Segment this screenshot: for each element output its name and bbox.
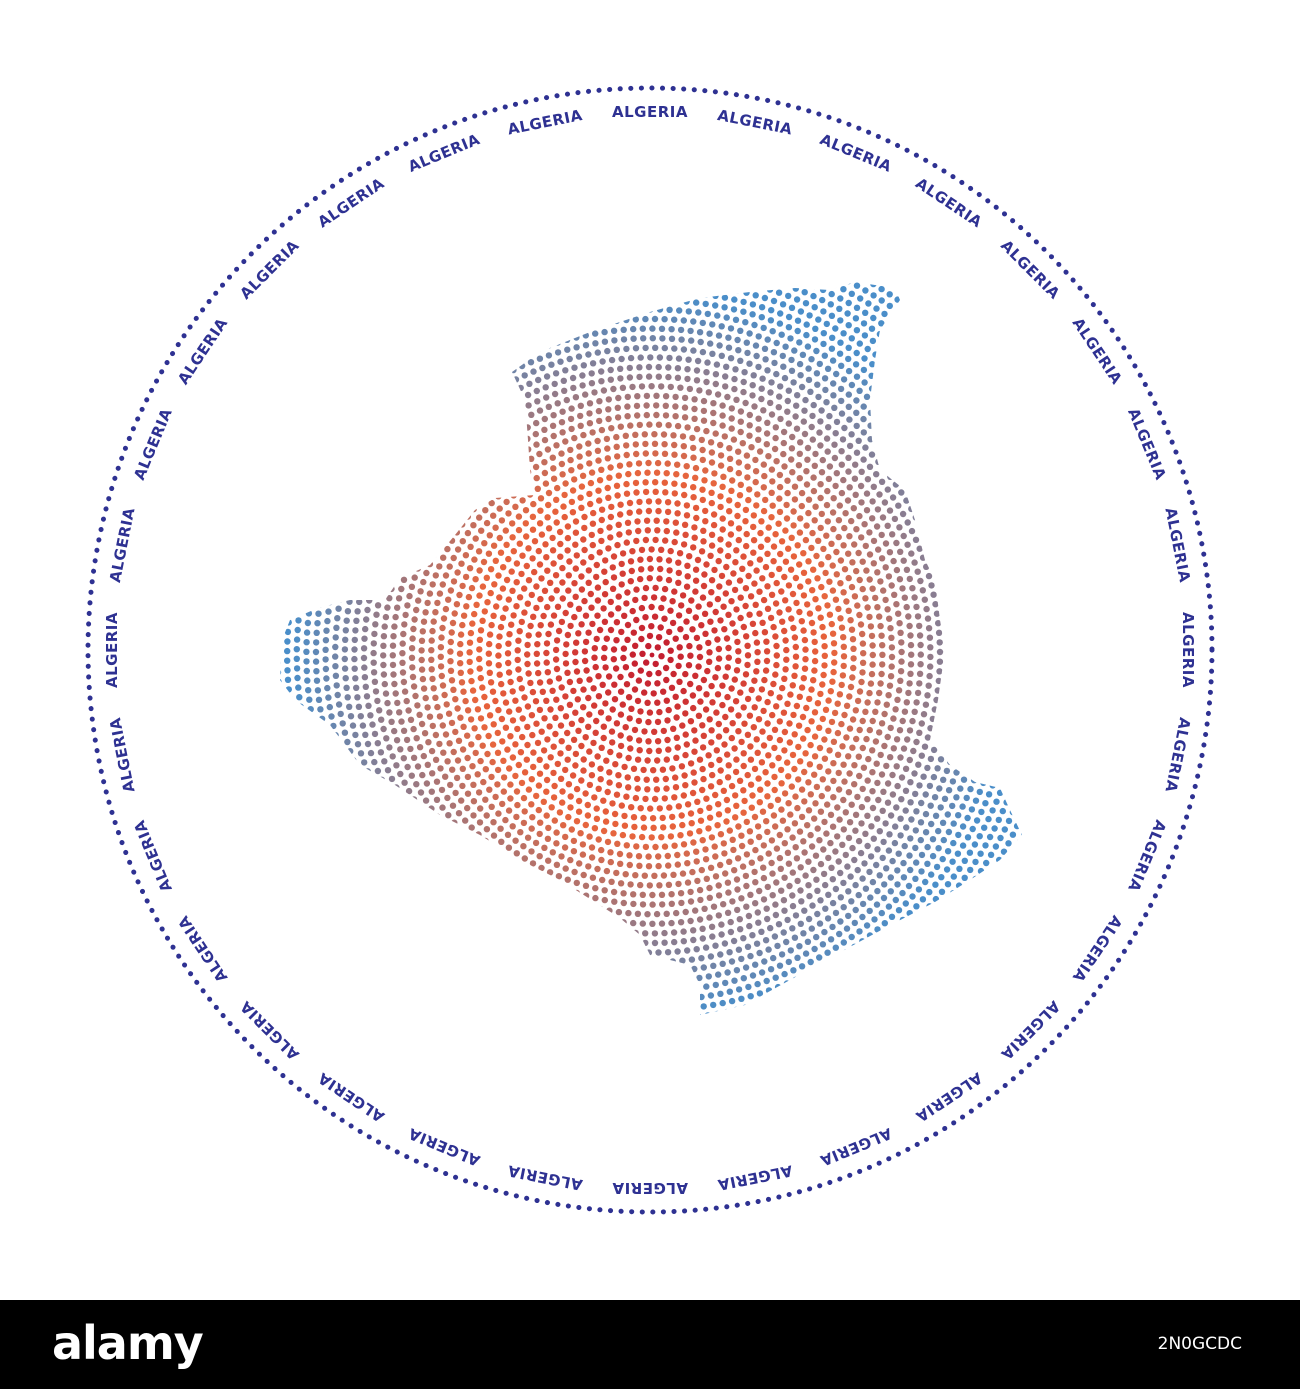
ring-label: ALGERIA: [315, 174, 388, 231]
ring-label: ALGERIA: [106, 716, 138, 794]
ring-label: ALGERIA: [1161, 716, 1193, 794]
ring-label: ALGERIA: [1069, 912, 1126, 985]
ring-label: ALGERIA: [1124, 406, 1170, 483]
brand-logo: alamy: [52, 1316, 204, 1370]
ring-label: ALGERIA: [817, 1124, 894, 1170]
image-id-label: 2N0GCDC: [1157, 1334, 1242, 1354]
ring-label: ALGERIA: [406, 130, 483, 176]
ring-label: ALGERIA: [1179, 612, 1197, 688]
ring-labels: ALGERIA ALGERIAALGERIAALGERIAALGERIAALGER…: [103, 103, 1197, 1197]
ring-label: ALGERIA: [716, 1161, 794, 1193]
ring-label: ALGERIA: [103, 612, 121, 688]
ring-label: ALGERIA: [612, 103, 688, 121]
ring-label: ALGERIA: [174, 315, 231, 388]
ring-label: ALGERIA: [997, 236, 1063, 302]
ring-label: ALGERIA: [236, 997, 302, 1063]
ring-label: ALGERIA: [506, 1161, 584, 1193]
ring-label: ALGERIA: [174, 912, 231, 985]
ring-label: ALGERIA: [1069, 315, 1126, 388]
ring-label: ALGERIA: [997, 997, 1063, 1063]
ring-label: ALGERIA: [1124, 817, 1170, 894]
ring-label: ALGERIA: [236, 236, 302, 302]
ring-label: ALGERIA: [912, 174, 985, 231]
radial-dot-map: [280, 282, 1022, 1015]
ring-label: ALGERIA: [315, 1069, 388, 1126]
ring-label: ALGERIA: [912, 1069, 985, 1126]
algeria-map-badge: ALGERIA ALGERIA ALGERIA ALGERIA ALGERIA ALGER…: [85, 85, 1215, 1215]
stock-footer-bar: alamy 2N0GCDC: [0, 1300, 1300, 1389]
ring-label: ALGERIA: [817, 130, 894, 176]
dotted-ring-border: [85, 85, 1215, 1215]
ring-label: ALGERIA: [106, 506, 138, 584]
ring-label: ALGERIA: [612, 1179, 688, 1197]
ring-label: ALGERIA: [506, 106, 584, 138]
ring-label: ALGERIA: [716, 106, 794, 138]
ring-label: ALGERIA: [1161, 506, 1193, 584]
